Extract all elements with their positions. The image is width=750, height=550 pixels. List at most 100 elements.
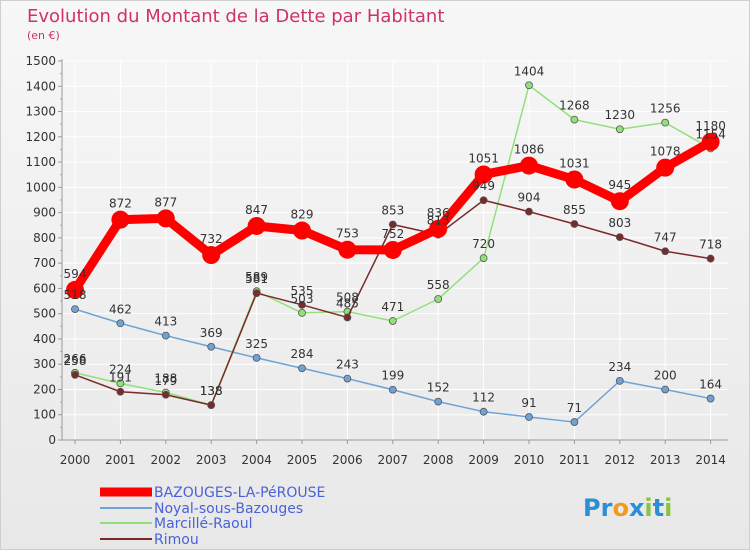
data-label: 829 [291,208,314,222]
x-tick-label: 2008 [423,453,454,467]
y-tick-label: 1000 [25,180,56,194]
data-label: 581 [245,272,268,286]
data-label: 813 [427,214,450,228]
data-label: 877 [154,195,177,209]
series-point [298,300,306,309]
series-point [71,370,79,379]
data-label: 836 [427,206,450,220]
data-label: 1256 [650,102,681,116]
data-label: 179 [154,374,177,388]
data-label: 718 [699,238,722,252]
y-tick-labels: 0 100 200 300 400 500 600 700 800 900 1000 1100 1200… [25,54,56,447]
data-label: 732 [200,232,223,246]
series-point [525,81,533,90]
series-point [706,254,715,263]
series-point [570,115,579,124]
series-point [474,165,493,184]
series-point [298,309,306,317]
series-point [207,401,216,410]
data-label: 91 [521,396,536,410]
logo-letter: t [653,494,664,522]
series-point [661,247,670,256]
data-label: 234 [608,360,631,374]
data-label: 138 [200,384,223,398]
data-label: 855 [563,203,586,217]
data-labels: 594 872 877 732 847 829 753 752 836 1051 1086 1031 9… [64,64,726,415]
x-tick-label: 2012 [605,453,636,467]
data-label: 369 [200,326,223,340]
data-label: 164 [699,378,722,392]
data-label: 1086 [514,143,545,157]
data-label: 872 [109,197,132,211]
y-tick-label: 600 [33,281,56,295]
data-label: 747 [654,230,677,244]
data-label: 753 [336,227,359,241]
data-label: 191 [109,371,132,385]
logo-letter: i [664,494,672,522]
x-tick-label: 2007 [378,453,409,467]
series-point [434,295,443,303]
y-tick-label: 1500 [25,54,56,68]
x-tick-label: 2005 [287,453,318,467]
series-point [434,397,443,406]
data-label: 471 [381,300,404,314]
data-label: 508 [336,291,359,305]
series-point [161,390,170,399]
data-label: 1268 [559,99,590,113]
chart-subtitle: (en €) [27,29,60,42]
data-label: 720 [472,237,495,251]
data-label: 803 [608,216,631,230]
data-label: 325 [245,337,268,351]
data-label: 945 [608,178,631,192]
data-label: 589 [245,270,268,284]
series-point [343,374,352,383]
data-label: 847 [245,203,268,217]
series-point [116,387,125,396]
data-label: 904 [518,191,541,205]
data-label: 284 [291,347,314,361]
y-tick-label: 1400 [25,79,56,93]
data-label: 1031 [559,157,590,171]
series-point [66,280,84,299]
series-point [71,305,79,314]
logo-letter: x [629,494,645,522]
x-tick-label: 2004 [241,453,272,467]
y-tick-label: 500 [33,307,56,321]
series-point [615,233,624,242]
y-tick-label: 400 [33,332,56,346]
y-tick-label: 300 [33,357,56,371]
data-label: 138 [200,384,223,398]
data-label: 518 [64,288,87,302]
logo-letter: r [601,494,613,522]
series-point [429,219,448,238]
x-tick-label: 2013 [650,453,681,467]
legend-label: Marcillé-Raoul [154,516,252,532]
data-label: 594 [64,267,87,281]
data-label: 462 [109,302,132,316]
y-tick-label: 1100 [25,155,56,169]
legend-label: Noyal-sous-Bazouges [154,501,303,517]
axes [58,59,728,444]
y-tick-label: 200 [33,382,56,396]
chart-title: Evolution du Montant de la Dette par Hab… [27,6,444,27]
data-label: 258 [64,354,87,368]
series-point [520,156,538,175]
legend-label: Rimou [154,532,199,548]
data-label: 1180 [695,119,726,133]
x-tick-label: 2000 [60,453,91,467]
data-label: 853 [381,203,404,217]
series-point [388,385,397,394]
data-label: 200 [654,368,677,382]
x-tick-label: 2010 [514,453,545,467]
x-tick-label: 2011 [559,453,590,467]
series-point [570,220,579,228]
series-point [661,385,670,394]
data-label: 752 [381,227,404,241]
data-label: 503 [291,292,314,306]
series-point [479,254,488,262]
y-tick-label: 700 [33,256,56,270]
series-group [66,81,720,426]
data-label: 71 [567,401,582,415]
x-tick-labels: 2000 2001 2002 2003 2004 2005 2006 2007 2008 2009… [60,453,726,467]
data-label: 535 [291,284,314,298]
